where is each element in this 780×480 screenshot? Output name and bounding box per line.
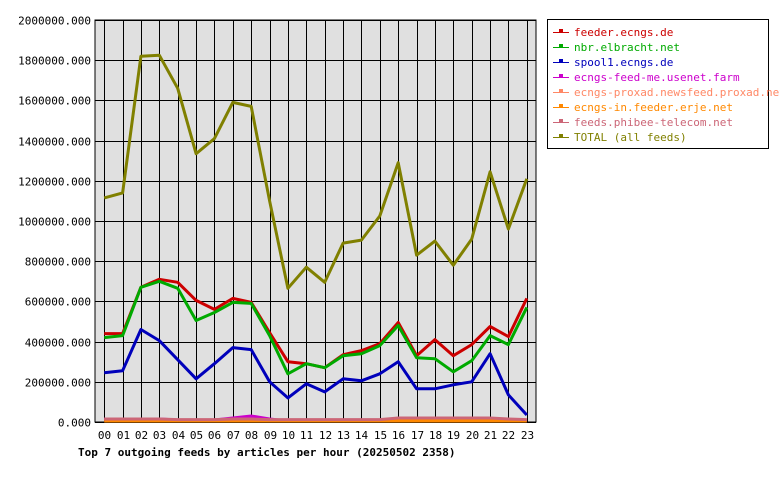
x-tick-label: 20 [466,429,479,442]
legend-label: ecngs-feed-me.usenet.farm [574,71,740,84]
legend-label: feeds.phibee-telecom.net [574,116,733,129]
x-tick-label: 19 [447,429,460,442]
legend-marker [559,134,563,138]
x-tick-label: 00 [98,429,111,442]
x-tick-label: 01 [117,429,130,442]
x-tick-label: 17 [411,429,424,442]
legend-item: feeds.phibee-telecom.net [548,115,768,130]
x-tick-label: 07 [227,429,240,442]
x-tick-label: 06 [208,429,221,442]
legend-item: ecngs-in.feeder.erje.net [548,100,768,115]
x-tick-label: 22 [502,429,515,442]
y-tick-label: 1200000.000 [18,176,91,189]
legend-marker [559,89,563,93]
legend-item: ecngs-proxad.newsfeed.proxad.net [548,85,780,100]
legend-item: ecngs-feed-me.usenet.farm [548,70,768,85]
x-tick-label: 11 [300,429,313,442]
x-tick-label: 02 [135,429,148,442]
legend-item: feeder.ecngs.de [548,25,768,40]
x-tick-label: 15 [374,429,387,442]
series-line-2 [104,328,528,417]
legend-label: spool1.ecngs.de [574,56,674,69]
legend-marker [559,119,563,123]
x-tick-label: 10 [282,429,295,442]
x-tick-label: 23 [521,429,534,442]
y-tick-label: 1400000.000 [18,136,91,149]
legend-marker [559,44,563,48]
y-tick-label: 600000.000 [25,296,91,309]
legend-marker [559,29,563,33]
legend-label: ecngs-proxad.newsfeed.proxad.net [574,86,780,99]
legend-marker [559,74,563,78]
x-tick-label: 04 [172,429,186,442]
y-tick-label: 800000.000 [25,256,91,269]
x-tick-label: 13 [337,429,350,442]
x-tick-label: 18 [429,429,442,442]
x-tick-label: 16 [392,429,405,442]
legend-marker [559,59,563,63]
x-tick-label: 14 [355,429,369,442]
legend-label: TOTAL (all feeds) [574,131,687,144]
y-tick-label: 200000.000 [25,377,91,390]
legend-item: TOTAL (all feeds) [548,130,768,145]
y-axis-ticks: 0.000 200000.000 400000.000 600000.000 80000… [18,15,91,430]
x-tick-label: 05 [190,429,203,442]
legend-marker [559,104,563,108]
legend-label: nbr.elbracht.net [574,41,680,54]
legend-label: feeder.ecngs.de [574,26,674,39]
series-line-6 [104,416,527,422]
legend-item: spool1.ecngs.de [548,55,768,70]
x-tick-label: 12 [319,429,332,442]
series-lines [103,53,529,423]
y-tick-label: 2000000.000 [18,15,91,28]
y-tick-label: 1600000.000 [18,95,91,108]
series-line-1 [104,279,529,376]
series-line-7 [103,53,529,290]
y-tick-label: 400000.000 [25,337,91,350]
legend-item: nbr.elbracht.net [548,40,768,55]
legend: feeder.ecngs.de nbr.elbracht.net spool1.ec… [547,19,780,149]
x-tick-label: 03 [153,429,166,442]
chart-title: Top 7 outgoing feeds by articles per hou… [78,446,456,459]
x-tick-label: 09 [264,429,277,442]
legend-label: ecngs-in.feeder.erje.net [574,101,733,114]
y-tick-label: 1000000.000 [18,216,91,229]
y-tick-label: 1800000.000 [18,55,91,68]
x-tick-label: 21 [484,429,497,442]
x-axis-ticks: 00 01 02 03 04 05 06 07 08 09 10 11 12 13 14 15 16 17 18 19… [98,429,534,442]
x-tick-label: 08 [245,429,258,442]
y-tick-label: 0.000 [58,417,91,430]
